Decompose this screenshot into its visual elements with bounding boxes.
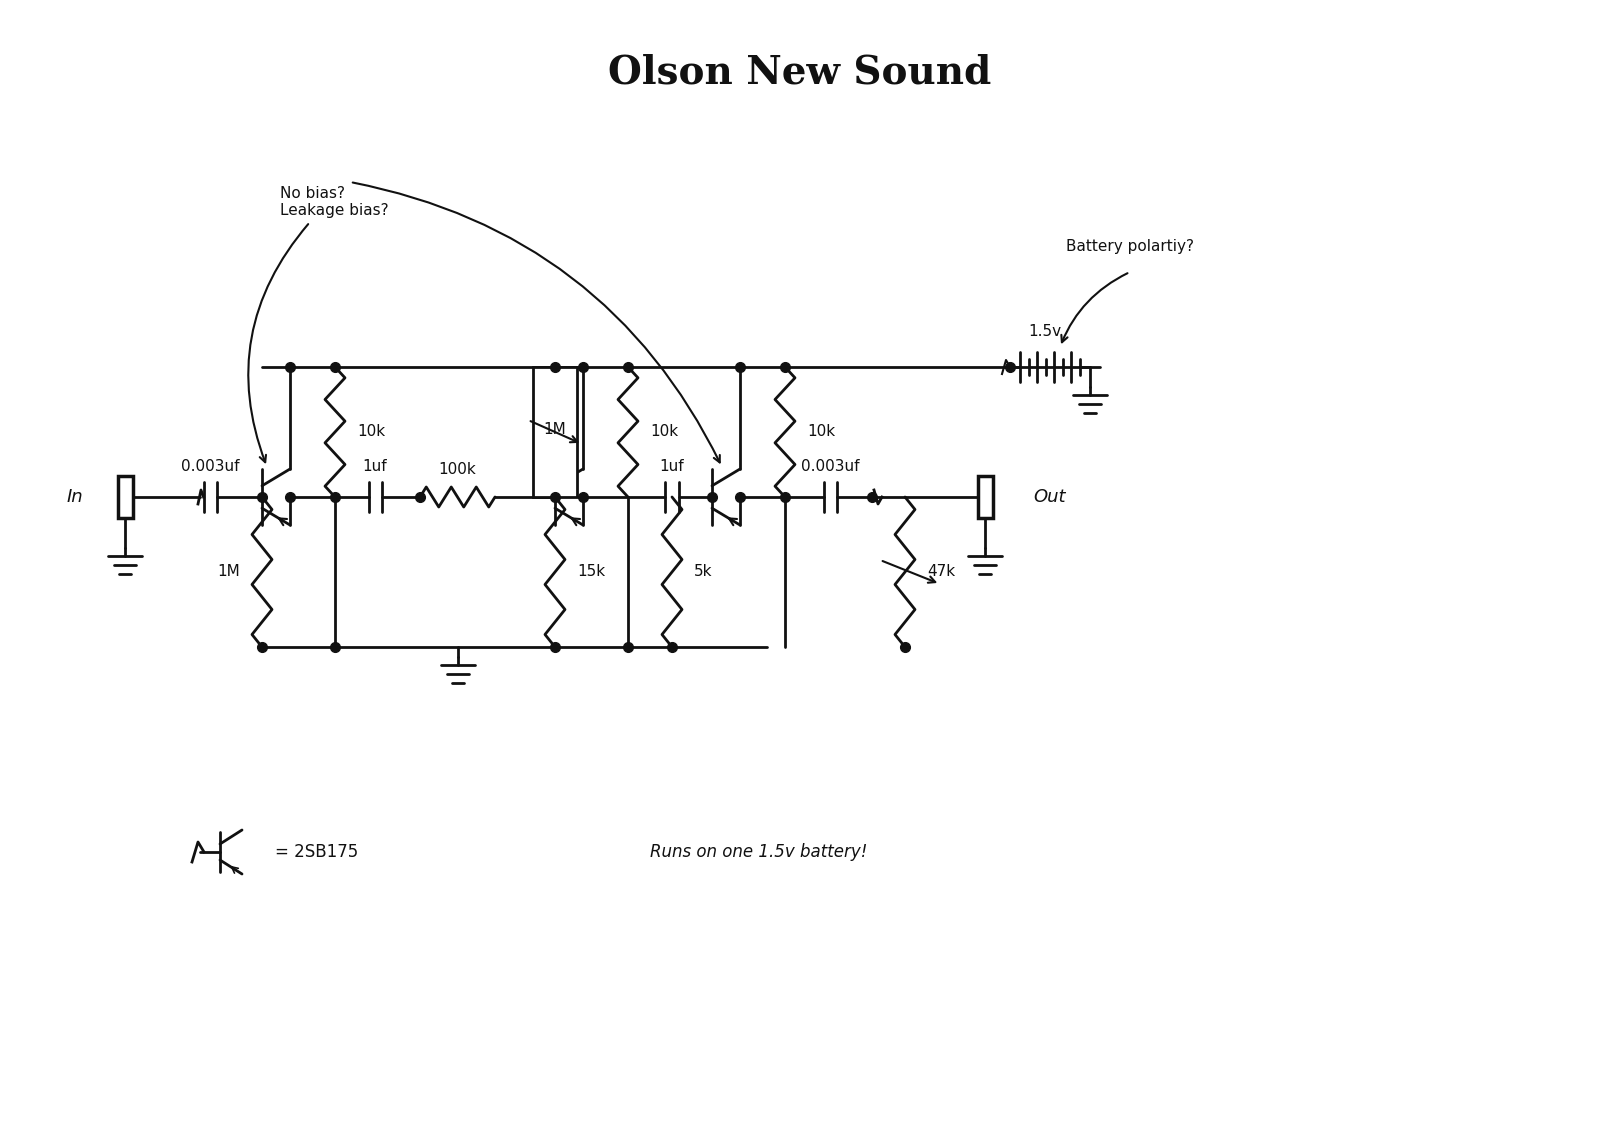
Bar xyxy=(117,475,133,518)
Text: 0.003uf: 0.003uf xyxy=(800,458,859,474)
Text: Runs on one 1.5v battery!: Runs on one 1.5v battery! xyxy=(650,843,867,861)
Bar xyxy=(978,475,992,518)
Text: In: In xyxy=(67,488,83,506)
Text: 10k: 10k xyxy=(806,424,835,439)
Text: Olson New Sound: Olson New Sound xyxy=(608,54,992,92)
Text: Out: Out xyxy=(1034,488,1066,506)
Text: 100k: 100k xyxy=(438,462,477,477)
Text: 1M: 1M xyxy=(544,422,566,437)
Text: 1.5v: 1.5v xyxy=(1029,324,1061,338)
Bar xyxy=(533,367,578,497)
Text: 10k: 10k xyxy=(357,424,386,439)
Text: 0.003uf: 0.003uf xyxy=(181,458,240,474)
Text: 47k: 47k xyxy=(926,565,955,580)
Text: Battery polartiy?: Battery polartiy? xyxy=(1066,240,1194,255)
Text: 15k: 15k xyxy=(578,565,605,580)
Text: 10k: 10k xyxy=(650,424,678,439)
Text: 1M: 1M xyxy=(218,565,240,580)
Text: 1uf: 1uf xyxy=(363,458,387,474)
Text: 1uf: 1uf xyxy=(659,458,685,474)
Text: 5k: 5k xyxy=(694,565,712,580)
Text: No bias?
Leakage bias?: No bias? Leakage bias? xyxy=(280,186,389,218)
Text: = 2SB175: = 2SB175 xyxy=(275,843,358,861)
